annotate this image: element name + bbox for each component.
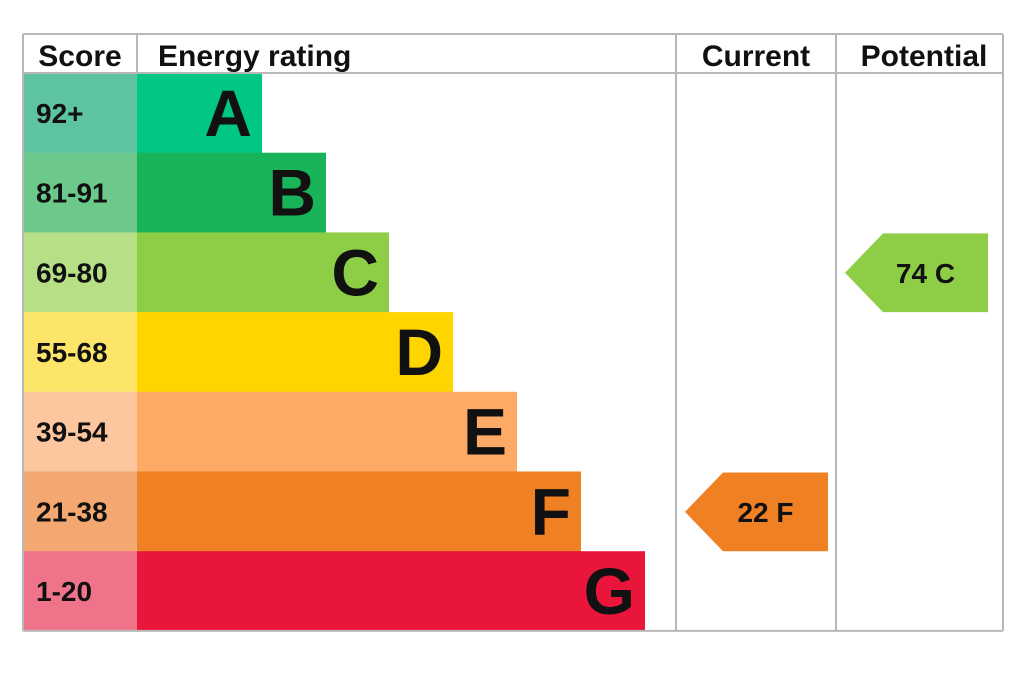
rating-letter: C [331,235,379,309]
score-range-label: 92+ [36,98,84,129]
score-range-label: 81-91 [36,178,108,209]
score-cell-a [23,73,137,154]
score-cell-g [23,551,137,632]
rating-letter: D [395,315,443,389]
rating-bar-b [137,152,326,233]
score-range-label: 39-54 [36,417,108,448]
header-potential: Potential [861,40,988,73]
potential-rating-arrow [845,233,988,313]
rating-bar-g [137,551,645,632]
score-range-label: 1-20 [36,576,92,607]
score-cell-f [23,471,137,552]
rating-bar-a [137,73,262,154]
rating-letter: G [584,554,635,628]
score-range-label: 21-38 [36,496,108,527]
score-cell-d [23,312,137,393]
rating-letter: B [268,156,316,230]
rating-bar-c [137,232,389,313]
score-cell-c [23,232,137,313]
rating-letter: E [463,395,507,469]
rating-bar-d [137,312,453,393]
header-energy-rating: Energy rating [158,40,351,73]
rating-letter: F [531,474,571,548]
score-cell-b [23,152,137,233]
current-rating-label: 22 F [737,497,793,528]
rating-bar-e [137,391,517,472]
rating-letter: A [204,76,252,150]
current-rating-arrow [685,472,828,552]
score-range-label: 69-80 [36,257,108,288]
potential-rating-label: 74 C [896,258,955,289]
rating-bar-f [137,471,581,552]
score-cell-e [23,391,137,472]
score-range-label: 55-68 [36,337,108,368]
header-score: Score [38,40,121,73]
header-current: Current [702,40,810,73]
